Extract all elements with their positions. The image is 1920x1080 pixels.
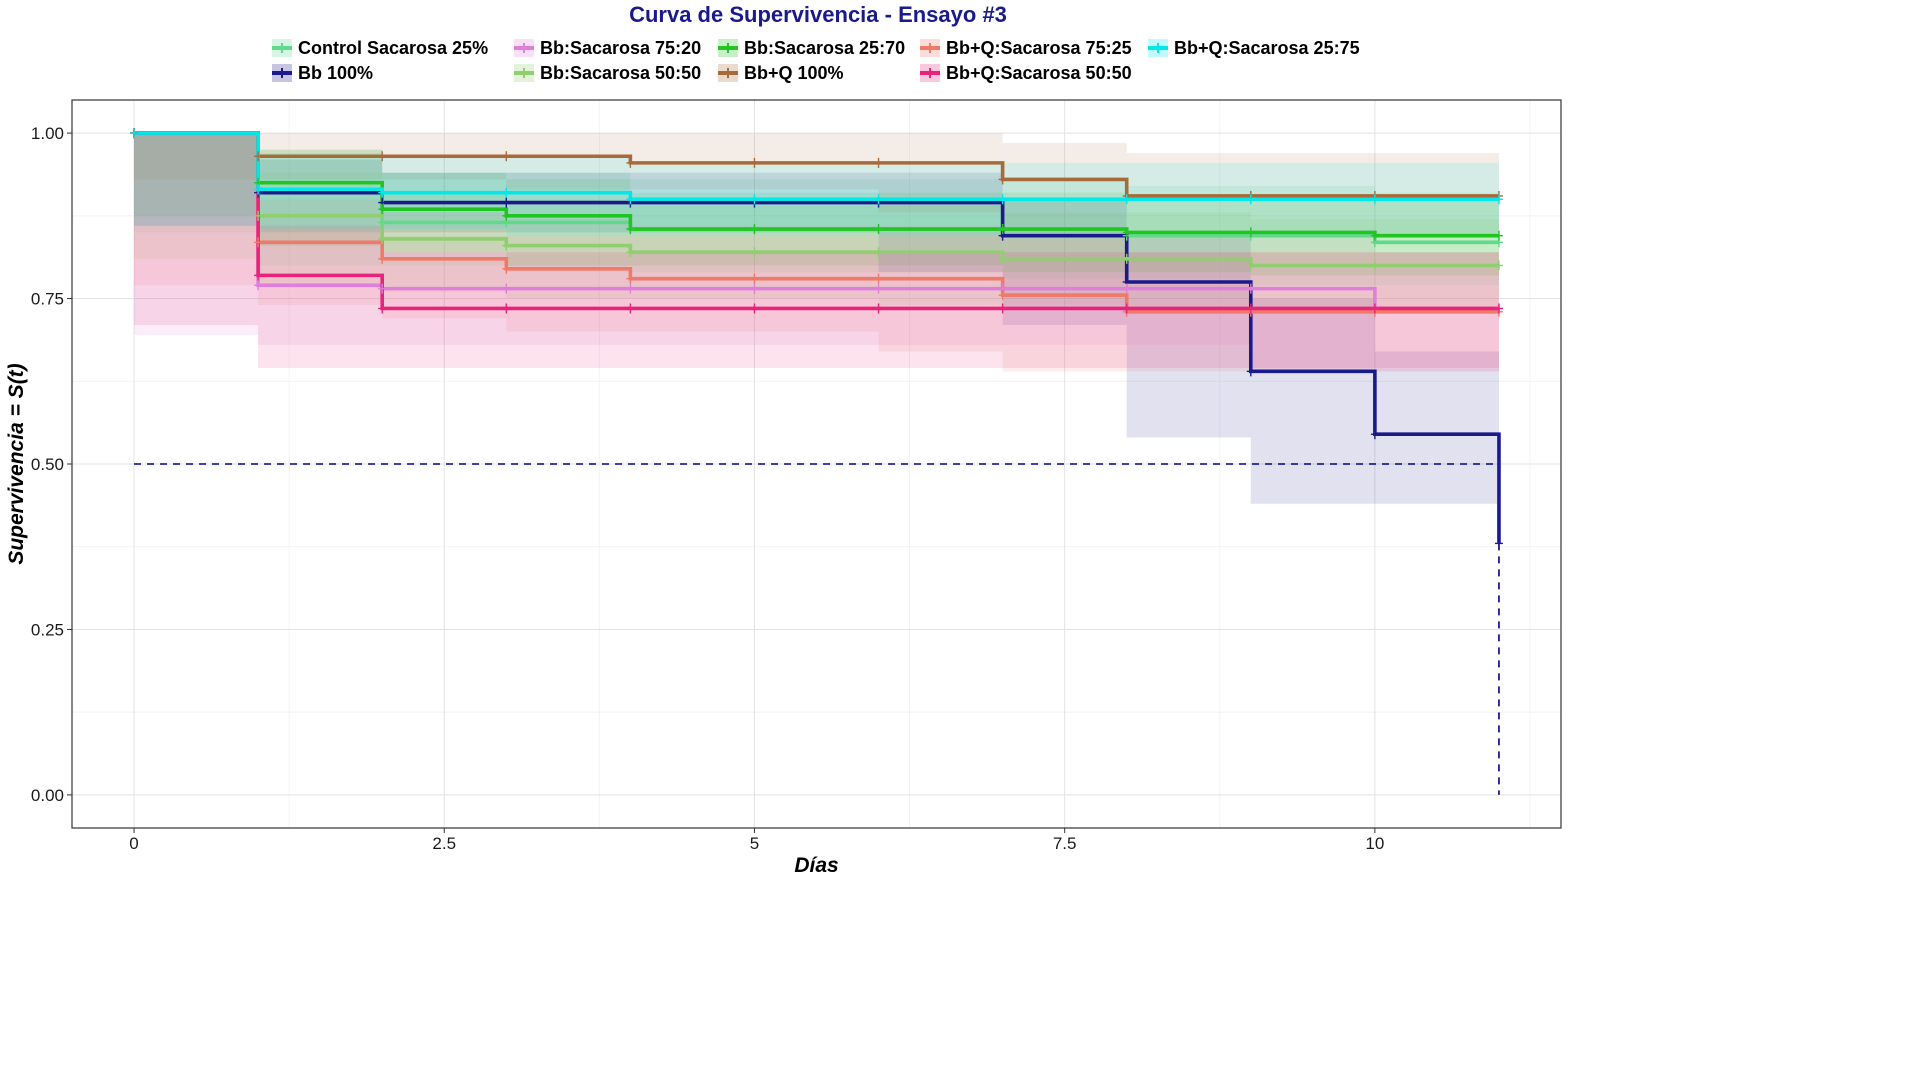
legend-label: Bb:Sacarosa 25:70 [744, 37, 906, 58]
y-tick-label: 0.25 [31, 620, 64, 639]
y-axis-title: Supervivencia = S(t) [5, 363, 28, 564]
x-tick-label: 2.5 [432, 834, 456, 853]
x-tick-label: 7.5 [1053, 834, 1077, 853]
legend-label: Bb+Q:Sacarosa 25:75 [1174, 37, 1360, 58]
series-0-confidence-band [134, 133, 1499, 286]
y-tick-label: 0.75 [31, 290, 64, 309]
series-1-confidence-band [134, 133, 1499, 504]
legend-item: Bb:Sacarosa 25:70 [718, 36, 905, 60]
legend-key [514, 64, 534, 82]
legend-key [1148, 39, 1168, 57]
legend-item: Control Sacarosa 25% [272, 36, 488, 60]
legend-label: Bb+Q:Sacarosa 75:25 [946, 37, 1132, 58]
series-6-survival-curve [134, 131, 1499, 314]
x-axis-title: Días [794, 854, 838, 877]
median-reference-line [134, 463, 1500, 795]
legend-key [718, 64, 738, 82]
legend-item: Bb+Q:Sacarosa 25:75 [1148, 36, 1360, 60]
legend-item: Bb:Sacarosa 75:20 [514, 36, 701, 60]
x-tick-label: 10 [1365, 834, 1384, 853]
legend-key [272, 39, 292, 57]
y-tick-label: 0.00 [31, 786, 64, 805]
legend-item: Bb+Q:Sacarosa 50:50 [920, 61, 1132, 85]
legend-label: Bb 100% [298, 62, 374, 83]
series-7-survival-curve [134, 131, 1499, 311]
legend-key [718, 39, 738, 57]
series-5-confidence-band [134, 133, 1499, 236]
legend-item: Bb 100% [272, 61, 373, 85]
legend-key [272, 64, 292, 82]
x-tick-label: 5 [750, 834, 759, 853]
legend-label: Bb:Sacarosa 75:20 [540, 37, 702, 58]
series-3-confidence-band [134, 133, 1499, 312]
series-5-survival-curve [134, 131, 1499, 198]
survival-plot: 0 2.5 5 7.5 10 0.00 0.25 0.50 0.75 1.00 Días Supe… [5, 99, 1562, 877]
legend-label: Bb+Q 100% [744, 62, 844, 83]
legend-item: Bb+Q 100% [718, 61, 844, 85]
legend: Control Sacarosa 25% Bb 100% Bb:Sacarosa 7… [272, 36, 1472, 92]
x-tick-label: 0 [129, 834, 138, 853]
censor-marks [130, 128, 1503, 549]
legend-key [920, 64, 940, 82]
series-4-survival-curve [134, 131, 1499, 238]
legend-label: Bb+Q:Sacarosa 50:50 [946, 62, 1132, 83]
legend-label: Control Sacarosa 25% [298, 37, 489, 58]
chart-title: Curva de Supervivencia - Ensayo #3 [629, 2, 1007, 27]
legend-key [920, 39, 940, 57]
legend-label: Bb:Sacarosa 50:50 [540, 62, 702, 83]
axes: 0 2.5 5 7.5 10 0.00 0.25 0.50 0.75 1.00 [31, 124, 1384, 853]
legend-item: Bb:Sacarosa 50:50 [514, 61, 701, 85]
legend-key [514, 39, 534, 57]
y-tick-label: 0.50 [31, 455, 64, 474]
legend-item: Bb+Q:Sacarosa 75:25 [920, 36, 1132, 60]
series-3-survival-curve [134, 131, 1499, 268]
y-tick-label: 1.00 [31, 124, 64, 143]
